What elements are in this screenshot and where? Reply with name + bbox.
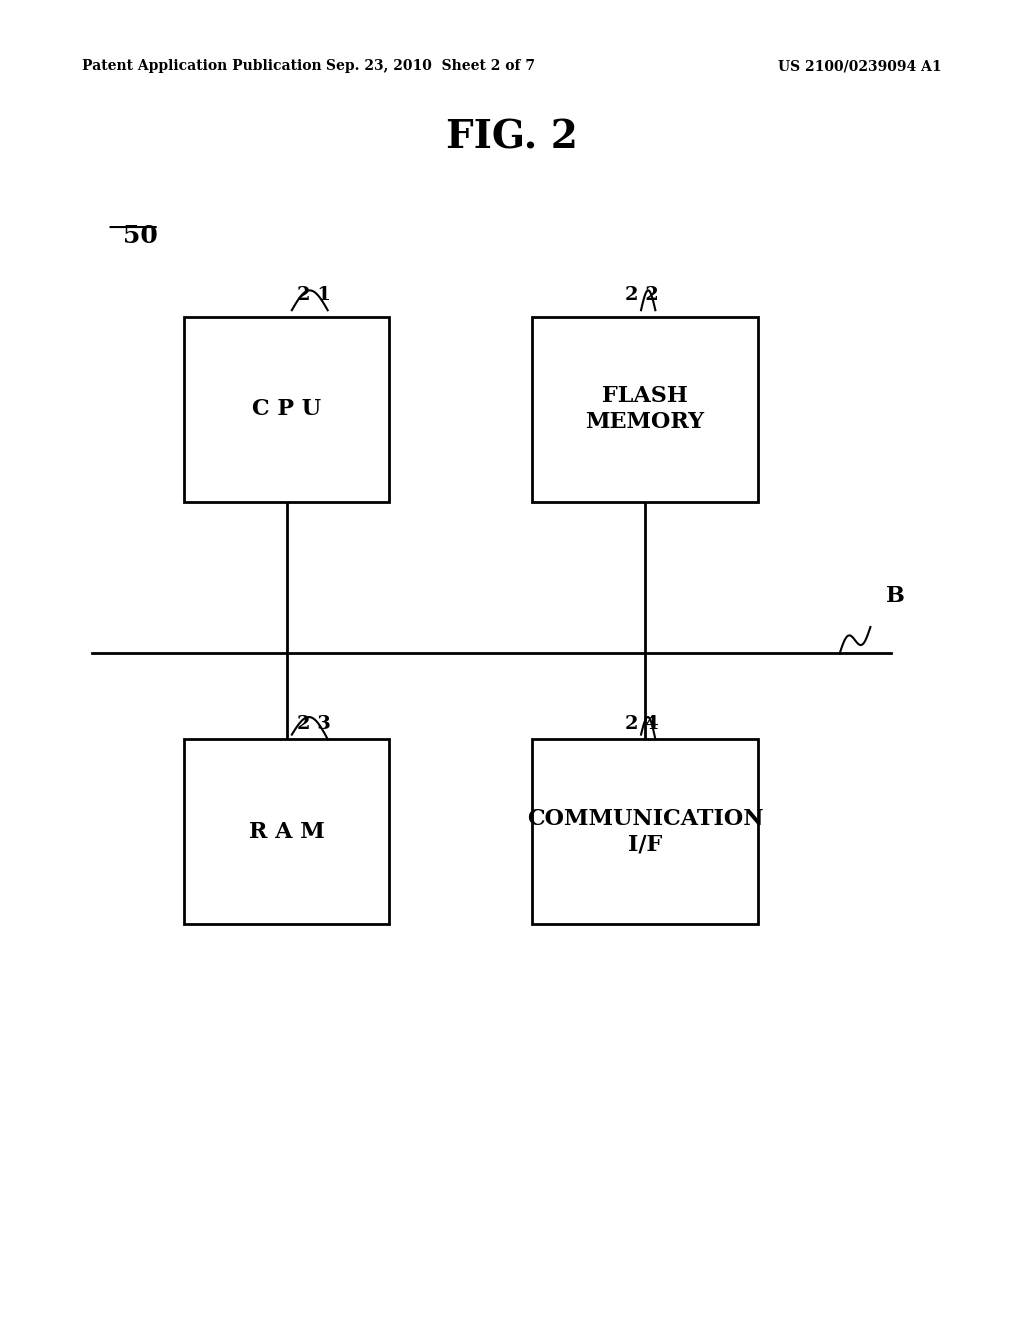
Text: COMMUNICATION
I/F: COMMUNICATION I/F xyxy=(526,808,764,855)
Text: 2 4: 2 4 xyxy=(625,714,658,733)
Text: 2 3: 2 3 xyxy=(297,714,331,733)
FancyBboxPatch shape xyxy=(184,739,389,924)
FancyBboxPatch shape xyxy=(532,317,758,502)
Text: Sep. 23, 2010  Sheet 2 of 7: Sep. 23, 2010 Sheet 2 of 7 xyxy=(326,59,535,74)
Text: C P U: C P U xyxy=(252,399,322,420)
FancyBboxPatch shape xyxy=(184,317,389,502)
Text: Patent Application Publication: Patent Application Publication xyxy=(82,59,322,74)
Text: B: B xyxy=(886,585,904,607)
Text: FLASH
MEMORY: FLASH MEMORY xyxy=(586,385,705,433)
Text: R A M: R A M xyxy=(249,821,325,842)
Text: US 2100/0239094 A1: US 2100/0239094 A1 xyxy=(778,59,942,74)
Text: 2 1: 2 1 xyxy=(297,285,331,304)
Text: 50: 50 xyxy=(123,224,158,248)
FancyBboxPatch shape xyxy=(532,739,758,924)
Text: 2 2: 2 2 xyxy=(625,285,658,304)
Text: FIG. 2: FIG. 2 xyxy=(446,119,578,157)
